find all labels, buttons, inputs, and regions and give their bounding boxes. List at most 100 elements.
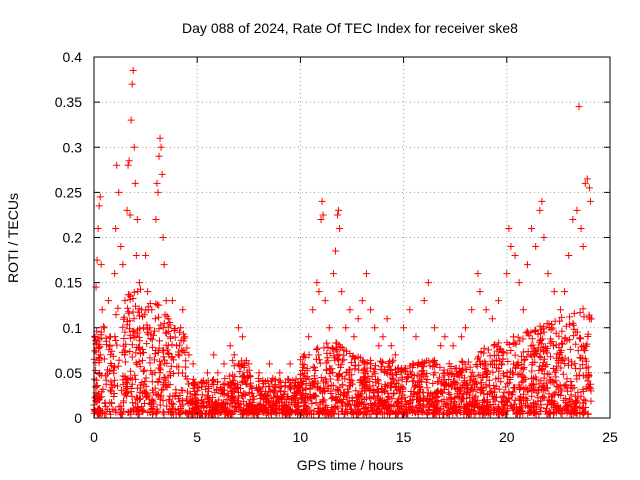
- y-tick-label: 0.4: [63, 49, 83, 65]
- data-point: [334, 211, 342, 219]
- data-point: [391, 351, 399, 359]
- data-point: [550, 288, 558, 296]
- data-point: [185, 351, 193, 359]
- data-point: [358, 297, 366, 305]
- data-point: [406, 306, 414, 314]
- data-point: [166, 333, 174, 341]
- x-axis-label: GPS time / hours: [297, 457, 404, 473]
- data-point: [123, 206, 131, 214]
- data-point: [125, 157, 133, 165]
- data-point: [476, 288, 484, 296]
- data-point: [309, 306, 317, 314]
- data-point: [96, 193, 104, 201]
- data-point: [144, 288, 152, 296]
- data-point: [100, 324, 108, 332]
- data-point: [336, 224, 344, 232]
- data-point: [97, 261, 105, 269]
- data-point: [319, 211, 327, 219]
- data-point: [379, 333, 387, 341]
- data-point: [117, 243, 125, 251]
- data-point: [329, 270, 337, 278]
- data-point: [204, 369, 212, 377]
- data-point: [265, 360, 273, 368]
- data-point: [424, 279, 432, 287]
- data-point: [98, 306, 106, 314]
- data-point: [152, 215, 160, 223]
- data-point: [230, 351, 238, 359]
- data-point: [276, 369, 284, 377]
- data-point: [575, 103, 583, 111]
- data-point: [121, 297, 129, 305]
- data-point: [585, 184, 593, 192]
- data-point: [367, 306, 375, 314]
- data-point: [569, 215, 577, 223]
- data-point: [115, 188, 123, 196]
- data-point: [111, 270, 119, 278]
- x-tick-label: 20: [499, 429, 515, 445]
- chart-title: Day 088 of 2024, Rate Of TEC Index for r…: [182, 20, 518, 36]
- data-point: [158, 170, 166, 178]
- data-point: [583, 175, 591, 183]
- data-point: [468, 306, 476, 314]
- data-point: [179, 306, 187, 314]
- data-point: [315, 288, 323, 296]
- data-point: [214, 369, 222, 377]
- data-point: [342, 324, 350, 332]
- data-point: [335, 206, 343, 214]
- data-point: [177, 324, 185, 332]
- data-point: [132, 252, 140, 260]
- data-point: [523, 261, 531, 269]
- data-point: [528, 224, 536, 232]
- data-point: [159, 234, 167, 241]
- data-point: [142, 252, 150, 260]
- y-tick-label: 0.2: [63, 230, 83, 246]
- y-tick-label: 0.05: [55, 365, 82, 381]
- data-point: [95, 202, 103, 210]
- y-tick-label: 0.1: [63, 320, 83, 336]
- data-point: [437, 342, 445, 350]
- data-point: [127, 116, 135, 124]
- data-point: [153, 179, 161, 187]
- y-tick-labels: 0 0.05 0.1 0.15 0.2 0.25 0.3 0.35 0.4: [55, 49, 82, 426]
- y-tick-label: 0.3: [63, 139, 83, 155]
- data-point: [325, 324, 333, 332]
- data-point: [544, 270, 552, 278]
- y-tick-label: 0: [74, 410, 82, 426]
- data-point: [168, 297, 176, 305]
- data-point: [112, 224, 120, 232]
- data-point: [375, 342, 383, 350]
- data-point: [503, 270, 511, 278]
- data-point: [93, 256, 101, 264]
- data-point: [519, 306, 527, 314]
- data-point: [104, 297, 112, 305]
- data-point: [495, 297, 503, 305]
- data-point: [556, 306, 564, 314]
- axis-ticks: [93, 56, 611, 419]
- data-point: [449, 342, 457, 350]
- y-tick-label: 0.15: [55, 275, 82, 291]
- data-point: [286, 360, 294, 368]
- data-point: [313, 279, 321, 287]
- data-point: [255, 369, 263, 377]
- data-point: [538, 197, 546, 205]
- data-point: [318, 197, 326, 205]
- data-point: [124, 161, 132, 169]
- data-point: [586, 197, 594, 205]
- data-point: [317, 215, 325, 223]
- data-point: [164, 315, 172, 323]
- data-point: [157, 143, 165, 151]
- data-point: [189, 360, 197, 368]
- data-point: [565, 252, 573, 260]
- data-point: [130, 143, 138, 151]
- x-tick-label: 10: [293, 429, 309, 445]
- data-point: [579, 243, 587, 251]
- data-point: [431, 324, 439, 332]
- data-point: [505, 224, 513, 232]
- data-point: [536, 206, 544, 214]
- data-point: [331, 247, 339, 255]
- data-point: [102, 337, 110, 345]
- data-point: [226, 342, 234, 350]
- data-point: [126, 211, 134, 219]
- data-point: [581, 179, 589, 187]
